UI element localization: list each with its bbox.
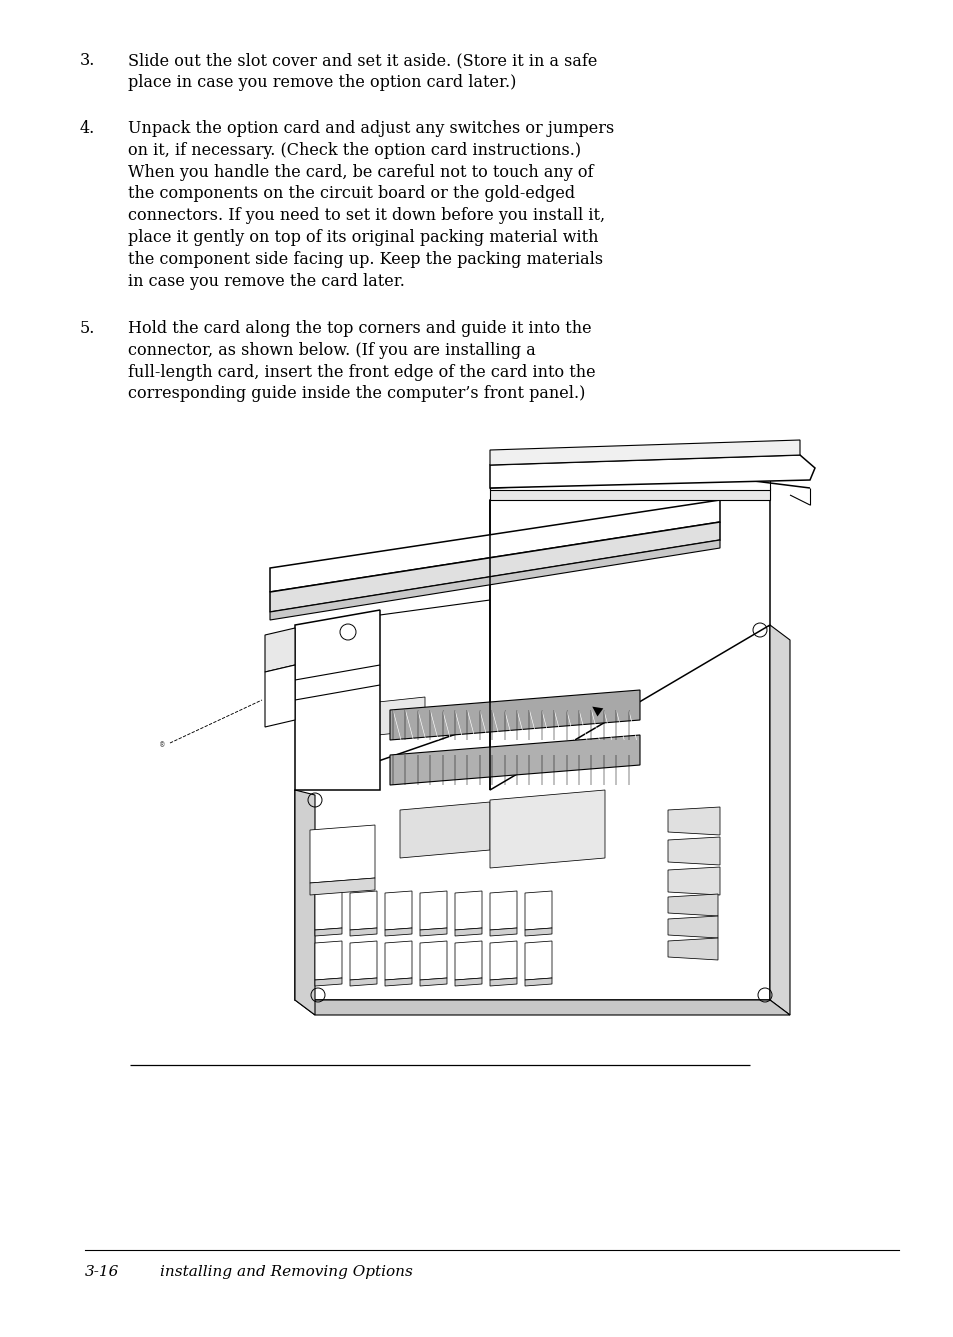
Text: 3-16: 3-16 <box>85 1265 119 1280</box>
Polygon shape <box>385 977 412 985</box>
Polygon shape <box>390 735 639 785</box>
Polygon shape <box>490 790 604 868</box>
Polygon shape <box>419 928 447 936</box>
Text: place in case you remove the option card later.): place in case you remove the option card… <box>128 74 516 91</box>
Polygon shape <box>490 890 517 931</box>
Polygon shape <box>270 500 720 592</box>
Text: Unpack the option card and adjust any switches or jumpers: Unpack the option card and adjust any sw… <box>128 120 614 136</box>
Text: the component side facing up. Keep the packing materials: the component side facing up. Keep the p… <box>128 251 602 267</box>
Polygon shape <box>350 977 376 985</box>
Polygon shape <box>310 825 375 882</box>
Polygon shape <box>314 928 341 936</box>
Polygon shape <box>769 624 789 1015</box>
Polygon shape <box>490 977 517 985</box>
Polygon shape <box>270 540 720 620</box>
Polygon shape <box>667 866 720 894</box>
Polygon shape <box>455 941 481 980</box>
Polygon shape <box>667 894 718 916</box>
Text: full-length card, insert the front edge of the card into the: full-length card, insert the front edge … <box>128 364 595 381</box>
Polygon shape <box>350 928 376 936</box>
Polygon shape <box>667 808 720 836</box>
Polygon shape <box>294 610 379 790</box>
Polygon shape <box>524 928 552 936</box>
Text: on it, if necessary. (Check the option card instructions.): on it, if necessary. (Check the option c… <box>128 142 580 159</box>
Polygon shape <box>390 690 639 739</box>
Text: 3.: 3. <box>79 52 95 70</box>
Polygon shape <box>265 628 294 673</box>
Text: Hold the card along the top corners and guide it into the: Hold the card along the top corners and … <box>128 320 591 337</box>
Polygon shape <box>667 916 718 939</box>
Polygon shape <box>350 941 376 980</box>
Polygon shape <box>294 1000 789 1015</box>
Polygon shape <box>490 941 517 980</box>
Text: the components on the circuit board or the gold-edged: the components on the circuit board or t… <box>128 186 575 202</box>
Text: Slide out the slot cover and set it aside. (Store it in a safe: Slide out the slot cover and set it asid… <box>128 52 597 70</box>
Polygon shape <box>314 977 341 985</box>
Polygon shape <box>667 837 720 865</box>
Text: When you handle the card, be careful not to touch any of: When you handle the card, be careful not… <box>128 163 593 180</box>
Polygon shape <box>419 941 447 980</box>
Polygon shape <box>524 941 552 980</box>
Polygon shape <box>350 890 376 931</box>
Text: installing and Removing Options: installing and Removing Options <box>160 1265 413 1280</box>
Polygon shape <box>314 890 341 931</box>
Polygon shape <box>270 521 720 612</box>
Polygon shape <box>455 928 481 936</box>
Text: corresponding guide inside the computer’s front panel.): corresponding guide inside the computer’… <box>128 385 585 402</box>
Polygon shape <box>455 890 481 931</box>
Polygon shape <box>490 455 814 488</box>
Polygon shape <box>385 941 412 980</box>
Polygon shape <box>524 977 552 985</box>
Polygon shape <box>294 624 769 1000</box>
Polygon shape <box>350 697 424 738</box>
Polygon shape <box>455 977 481 985</box>
Text: in case you remove the card later.: in case you remove the card later. <box>128 273 404 290</box>
Text: connectors. If you need to set it down before you install it,: connectors. If you need to set it down b… <box>128 207 604 225</box>
Polygon shape <box>294 790 314 1015</box>
Text: connector, as shown below. (If you are installing a: connector, as shown below. (If you are i… <box>128 342 536 358</box>
Text: ®: ® <box>159 741 164 750</box>
Polygon shape <box>419 890 447 931</box>
Polygon shape <box>385 928 412 936</box>
Polygon shape <box>490 440 800 465</box>
Polygon shape <box>490 488 769 500</box>
Polygon shape <box>399 802 490 858</box>
Polygon shape <box>490 500 769 790</box>
Polygon shape <box>419 977 447 985</box>
Polygon shape <box>524 890 552 931</box>
Polygon shape <box>490 928 517 936</box>
Text: place it gently on top of its original packing material with: place it gently on top of its original p… <box>128 229 598 246</box>
Text: 4.: 4. <box>80 120 95 136</box>
Polygon shape <box>490 479 769 489</box>
Text: 5.: 5. <box>79 320 95 337</box>
Polygon shape <box>667 939 718 960</box>
Polygon shape <box>265 664 294 727</box>
Polygon shape <box>314 941 341 980</box>
Polygon shape <box>310 878 375 894</box>
Polygon shape <box>385 890 412 931</box>
